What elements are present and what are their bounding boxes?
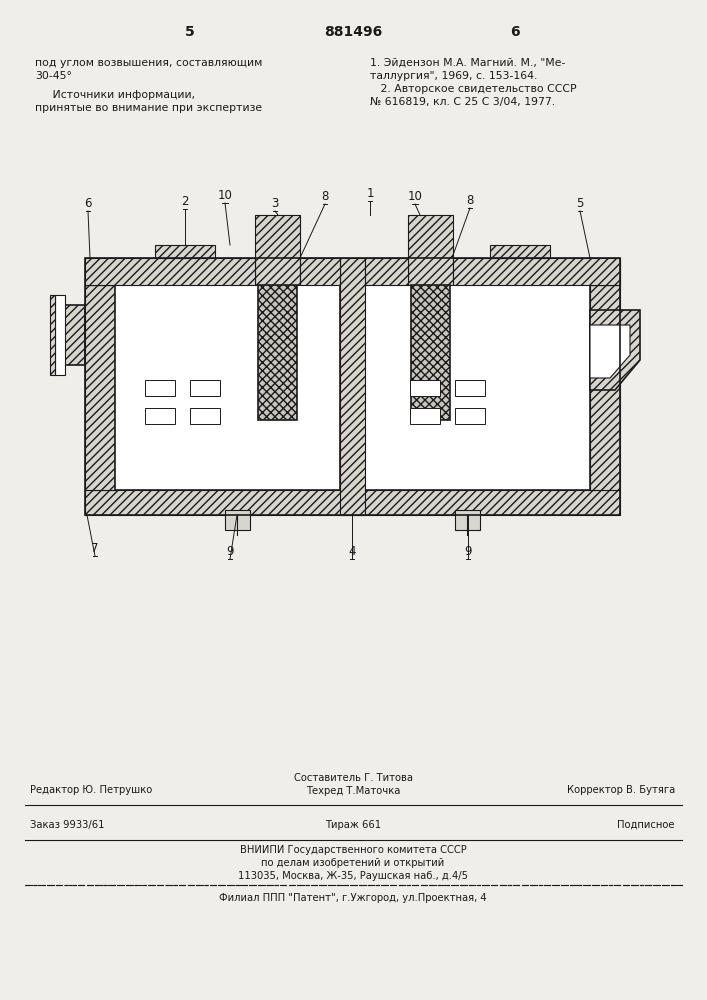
Text: 8: 8: [321, 190, 329, 203]
Text: 4: 4: [349, 545, 356, 558]
Text: 7: 7: [91, 542, 99, 555]
Text: Подписное: Подписное: [617, 820, 675, 830]
Text: Заказ 9933/61: Заказ 9933/61: [30, 820, 105, 830]
Text: Редактор Ю. Петрушко: Редактор Ю. Петрушко: [30, 785, 152, 795]
Text: под углом возвышения, составляющим: под углом возвышения, составляющим: [35, 58, 262, 68]
Text: 2: 2: [181, 195, 189, 208]
Text: № 616819, кл. С 25 С 3/04, 1977.: № 616819, кл. С 25 С 3/04, 1977.: [370, 97, 555, 107]
Text: 3: 3: [271, 197, 279, 210]
Text: 6: 6: [510, 25, 520, 39]
Polygon shape: [590, 325, 630, 378]
Text: Источники информации,: Источники информации,: [35, 90, 195, 100]
Polygon shape: [85, 285, 115, 490]
Polygon shape: [65, 305, 85, 365]
Polygon shape: [145, 408, 175, 424]
Polygon shape: [115, 285, 340, 490]
Polygon shape: [190, 380, 220, 396]
Text: 9: 9: [464, 545, 472, 558]
Text: таллургия", 1969, с. 153-164.: таллургия", 1969, с. 153-164.: [370, 71, 537, 81]
Text: Техред Т.Маточка: Техред Т.Маточка: [306, 786, 400, 796]
Text: 10: 10: [218, 189, 233, 202]
Polygon shape: [490, 245, 550, 258]
Polygon shape: [453, 258, 620, 285]
Polygon shape: [410, 408, 440, 424]
Text: 10: 10: [407, 190, 423, 203]
Polygon shape: [155, 245, 215, 258]
Polygon shape: [365, 258, 408, 285]
Text: принятые во внимание при экспертизе: принятые во внимание при экспертизе: [35, 103, 262, 113]
Polygon shape: [258, 285, 297, 420]
Polygon shape: [455, 380, 485, 396]
Polygon shape: [145, 380, 175, 396]
Polygon shape: [408, 215, 453, 285]
Text: 30-45°: 30-45°: [35, 71, 72, 81]
Polygon shape: [455, 510, 480, 530]
Polygon shape: [55, 295, 65, 375]
Polygon shape: [50, 295, 55, 375]
Polygon shape: [85, 258, 255, 285]
Text: Филиал ППП "Патент", г.Ужгород, ул.Проектная, 4: Филиал ППП "Патент", г.Ужгород, ул.Проек…: [219, 893, 487, 903]
Text: 9: 9: [226, 545, 234, 558]
Text: 881496: 881496: [324, 25, 382, 39]
Text: 5: 5: [576, 197, 584, 210]
Polygon shape: [190, 408, 220, 424]
Polygon shape: [410, 380, 440, 396]
Text: 1. Эйдензон М.А. Магний. М., "Ме-: 1. Эйдензон М.А. Магний. М., "Ме-: [370, 58, 566, 68]
Polygon shape: [590, 285, 620, 490]
Text: Составитель Г. Титова: Составитель Г. Титова: [293, 773, 412, 783]
Text: 2. Авторское свидетельство СССР: 2. Авторское свидетельство СССР: [370, 84, 577, 94]
Polygon shape: [85, 490, 620, 515]
Polygon shape: [590, 310, 640, 390]
Text: ВНИИПИ Государственного комитета СССР: ВНИИПИ Государственного комитета СССР: [240, 845, 467, 855]
Text: Корректор В. Бутяга: Корректор В. Бутяга: [567, 785, 675, 795]
Text: по делам изобретений и открытий: по делам изобретений и открытий: [262, 858, 445, 868]
Text: Тираж 661: Тираж 661: [325, 820, 381, 830]
Text: 5: 5: [185, 25, 195, 39]
Polygon shape: [340, 258, 365, 515]
Polygon shape: [365, 285, 590, 490]
Text: 8: 8: [467, 194, 474, 207]
Text: 113035, Москва, Ж-35, Раушская наб., д.4/5: 113035, Москва, Ж-35, Раушская наб., д.4…: [238, 871, 468, 881]
Polygon shape: [300, 258, 340, 285]
Polygon shape: [411, 285, 450, 420]
Polygon shape: [85, 258, 620, 285]
Polygon shape: [255, 215, 300, 285]
Polygon shape: [455, 408, 485, 424]
Text: 1: 1: [366, 187, 374, 200]
Polygon shape: [225, 510, 250, 530]
Text: 6: 6: [84, 197, 92, 210]
